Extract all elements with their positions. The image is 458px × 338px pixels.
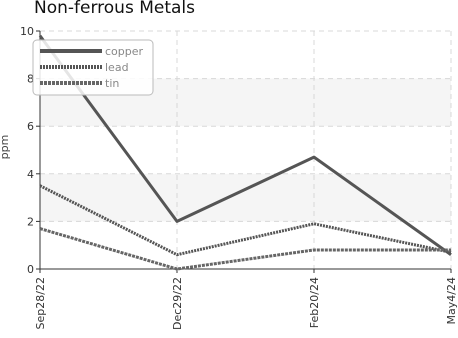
y-ticks: 0 2 4 6 8 10 [20, 25, 40, 276]
grid-lines [40, 30, 452, 269]
plot-band [40, 173, 451, 222]
series-line-tin [39, 227, 451, 271]
plot-bands [40, 78, 451, 222]
y-tick-label: 10 [20, 25, 34, 38]
legend: copper lead tin [32, 39, 154, 96]
x-tick-label: Dec29/22 [171, 277, 184, 330]
legend-label-tin: tin [105, 77, 119, 90]
series-lines [38, 34, 452, 271]
legend-label-copper: copper [105, 45, 144, 58]
x-tick-label: Sep28/22 [34, 277, 47, 329]
series-line-lead [39, 184, 452, 257]
y-tick-label: 2 [27, 215, 34, 228]
legend-label-lead: lead [105, 61, 129, 74]
y-tick-label: 0 [27, 263, 34, 276]
series-line-copper [38, 34, 452, 256]
y-tick-label: 4 [27, 168, 34, 181]
y-axis-label: ppm [0, 135, 11, 160]
chart-title: Non-ferrous Metals [34, 0, 196, 18]
y-tick-label: 8 [27, 73, 34, 86]
y-tick-label: 6 [27, 120, 34, 133]
x-tick-label: Feb20/24 [308, 277, 321, 328]
x-ticks: Sep28/22 Dec29/22 Feb20/24 May4/24 [34, 269, 458, 330]
x-tick-label: May4/24 [445, 277, 458, 324]
